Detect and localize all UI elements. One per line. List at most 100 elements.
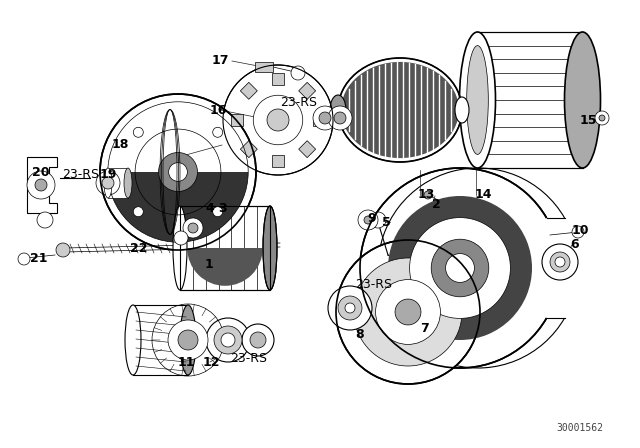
Ellipse shape [125,305,141,375]
Bar [255,62,273,72]
Bar [180,206,270,290]
Circle shape [159,152,198,191]
Text: 8: 8 [355,328,364,341]
Text: 9: 9 [367,211,376,224]
Circle shape [206,318,250,362]
Circle shape [334,112,346,124]
Bar [299,82,316,99]
Circle shape [424,191,432,199]
Text: 12: 12 [203,356,221,369]
Circle shape [267,109,289,131]
Text: 22: 22 [130,241,147,254]
Circle shape [188,223,198,233]
Ellipse shape [330,95,346,125]
Wedge shape [187,248,263,286]
Circle shape [96,171,120,195]
Text: 7: 7 [420,322,429,335]
Circle shape [212,127,223,137]
Circle shape [174,231,188,245]
Circle shape [168,320,208,360]
Text: 18: 18 [112,138,129,151]
Circle shape [250,332,266,348]
Circle shape [212,207,223,217]
Circle shape [291,66,305,80]
Circle shape [410,218,511,319]
Text: 23-RS: 23-RS [355,279,392,292]
Circle shape [102,177,114,189]
Text: 2: 2 [432,198,441,211]
Bar [180,206,270,290]
Text: 6: 6 [570,238,579,251]
Text: 16: 16 [210,103,227,116]
Text: 13: 13 [418,189,435,202]
Polygon shape [27,157,57,213]
Circle shape [183,218,203,238]
Ellipse shape [124,168,132,198]
Text: 4: 4 [205,202,214,215]
Ellipse shape [564,32,600,168]
Circle shape [178,330,198,350]
Text: 5: 5 [382,215,391,228]
Circle shape [358,210,378,230]
Ellipse shape [180,305,196,375]
Bar [477,32,582,168]
Text: 11: 11 [178,356,195,369]
Wedge shape [108,172,248,242]
Bar [241,82,257,99]
Text: 23-RS: 23-RS [62,168,99,181]
Circle shape [223,65,333,175]
Circle shape [445,254,474,282]
Text: 21: 21 [30,251,47,264]
Ellipse shape [467,46,488,155]
Wedge shape [388,196,532,340]
Circle shape [328,286,372,330]
Text: 19: 19 [100,168,117,181]
Circle shape [599,115,605,121]
Bar [241,141,257,158]
Text: 3: 3 [218,202,227,215]
Circle shape [572,226,584,238]
Ellipse shape [338,58,462,162]
Circle shape [370,212,386,228]
Wedge shape [360,168,547,368]
Bar [231,114,243,126]
Circle shape [214,326,242,354]
Text: 15: 15 [580,113,598,126]
Text: 10: 10 [572,224,589,237]
Bar [313,114,325,126]
Circle shape [221,333,235,347]
Circle shape [56,243,70,257]
Circle shape [313,106,337,130]
Circle shape [376,280,440,345]
Circle shape [242,324,274,356]
Circle shape [595,111,609,125]
Ellipse shape [341,62,459,158]
Text: 17: 17 [212,53,230,66]
Ellipse shape [104,168,112,198]
Ellipse shape [263,206,277,290]
Circle shape [555,257,565,267]
Text: 23-RS: 23-RS [230,352,267,365]
Text: 30001562: 30001562 [557,423,604,433]
Circle shape [431,239,489,297]
Circle shape [395,299,421,325]
Circle shape [336,240,480,384]
Text: 20: 20 [32,165,49,178]
Text: 14: 14 [475,189,493,202]
Circle shape [37,212,53,228]
Circle shape [345,303,355,313]
Circle shape [550,252,570,272]
Circle shape [133,207,143,217]
Ellipse shape [455,97,469,123]
Circle shape [354,258,462,366]
Circle shape [319,112,331,124]
Circle shape [35,179,47,191]
Circle shape [328,106,352,130]
Circle shape [253,95,303,145]
Circle shape [169,163,188,181]
Ellipse shape [460,32,495,168]
Circle shape [100,94,256,250]
Circle shape [338,296,362,320]
Text: 23-RS: 23-RS [280,95,317,108]
Bar [299,141,316,158]
